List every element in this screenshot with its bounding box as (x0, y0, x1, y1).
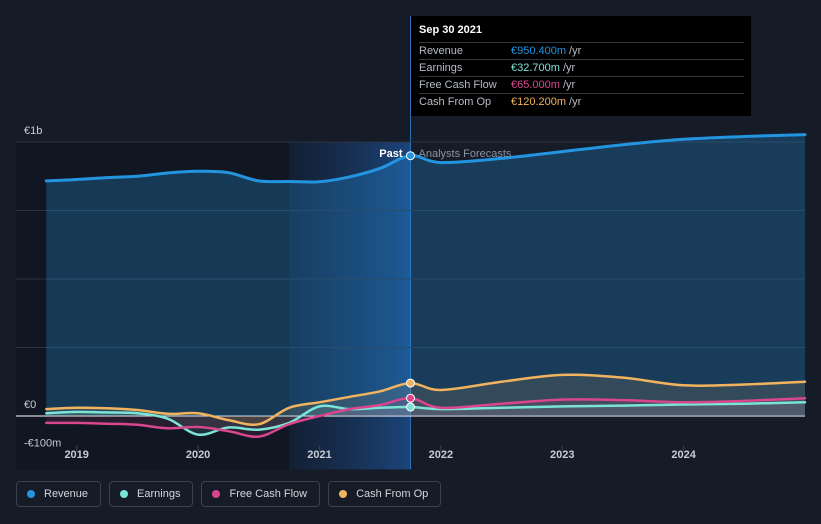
y-tick-label: €0 (24, 399, 36, 411)
tooltip: Sep 30 2021 Revenue €950.400m /yr Earnin… (411, 16, 751, 116)
tooltip-row-unit: /yr (562, 62, 576, 74)
tooltip-row-unit: /yr (569, 45, 582, 57)
past-label: Past (379, 148, 403, 160)
tooltip-row-free-cash-flow: Free Cash Flow €65.000m /yr (419, 76, 744, 93)
tooltip-row-value: €65.000m (511, 79, 560, 91)
tooltip-row-label: Earnings (419, 62, 463, 74)
legend-item-free-cash-flow[interactable]: Free Cash Flow (201, 481, 321, 507)
y-tick-label: €1b (24, 125, 42, 137)
x-tick-label: 2019 (64, 449, 88, 461)
series-area-cash-from-op (46, 374, 806, 425)
marker-revenue (406, 151, 415, 161)
legend-label: Revenue (44, 488, 89, 500)
legend-label: Earnings (137, 488, 181, 500)
chart-legend: Revenue Earnings Free Cash Flow Cash Fro… (16, 481, 442, 507)
tooltip-row-revenue: Revenue €950.400m /yr (419, 42, 744, 59)
series-line-revenue (44, 133, 807, 184)
tooltip-row-unit: /yr (562, 79, 576, 91)
y-tick-label: -€100m (24, 437, 61, 449)
marker-earnings (406, 402, 415, 412)
x-tick-label: 2022 (429, 449, 453, 461)
legend-item-revenue[interactable]: Revenue (16, 481, 102, 507)
past-highlight-region (289, 142, 411, 470)
tooltip-row-unit: /yr (569, 96, 582, 108)
series-line-earnings (45, 401, 807, 437)
tooltip-row-earnings: Earnings €32.700m /yr (419, 59, 744, 76)
marker-free-cash-flow (406, 393, 415, 403)
legend-label: Cash From Op (356, 488, 429, 500)
tooltip-row-cash-from-op: Cash From Op €120.200m /yr (419, 93, 744, 110)
legend-item-earnings[interactable]: Earnings (109, 481, 194, 507)
forecast-label: Analysts Forecasts (419, 148, 512, 160)
legend-label: Free Cash Flow (229, 488, 308, 500)
x-tick-label: 2020 (186, 449, 210, 461)
tooltip-row-label: Free Cash Flow (419, 79, 497, 91)
tooltip-row-value: €32.700m (511, 62, 560, 74)
legend-item-cash-from-op[interactable]: Cash From Op (328, 481, 442, 507)
series-line-cash-from-op (45, 373, 807, 426)
marker-cash-from-op (406, 378, 415, 388)
tooltip-row-label: Revenue (419, 45, 464, 57)
x-tick-label: 2023 (550, 449, 574, 461)
tooltip-row-value: €950.400m (511, 45, 567, 57)
tooltip-date: Sep 30 2021 (419, 24, 482, 36)
legend-dot-icon (212, 490, 221, 498)
legend-dot-icon (339, 490, 348, 498)
legend-dot-icon (120, 490, 129, 498)
x-tick-label: 2021 (307, 449, 331, 461)
legend-dot-icon (27, 490, 35, 498)
tooltip-row-value: €120.200m (511, 96, 567, 108)
tooltip-row-label: Cash From Op (419, 96, 492, 108)
x-tick-label: 2024 (671, 449, 696, 461)
series-area-revenue (46, 134, 806, 416)
series-line-free-cash-flow (45, 396, 807, 438)
